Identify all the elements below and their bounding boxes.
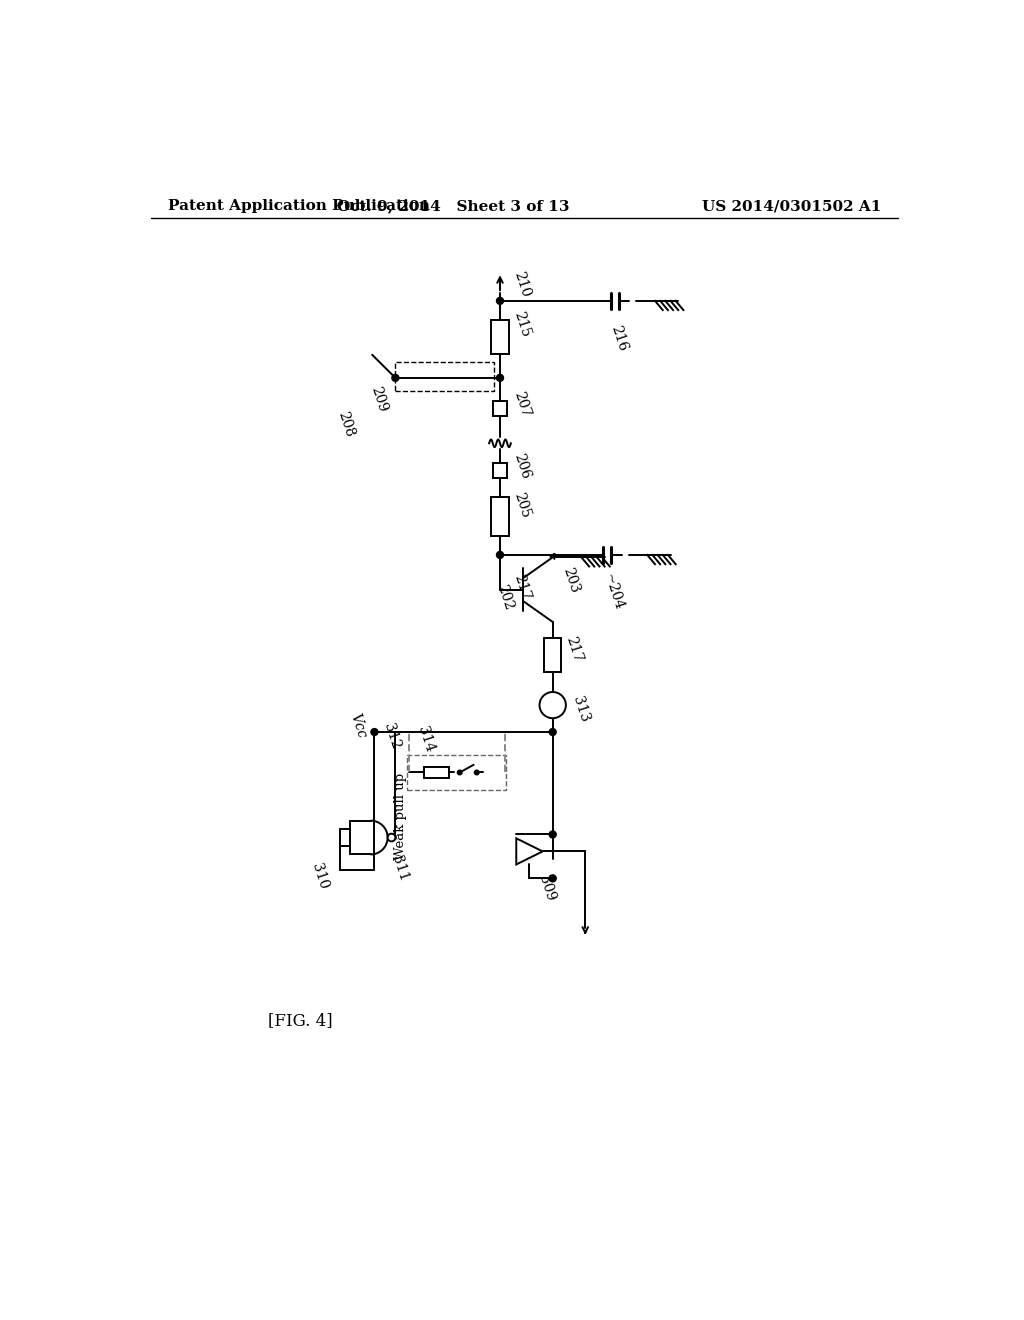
Text: 207: 207 — [511, 391, 532, 420]
Bar — [493, 401, 507, 416]
Text: 205: 205 — [511, 491, 532, 520]
Text: 216: 216 — [608, 323, 630, 352]
Text: Oct. 9, 2014   Sheet 3 of 13: Oct. 9, 2014 Sheet 3 of 13 — [337, 199, 569, 213]
Bar — [492, 498, 509, 536]
Circle shape — [497, 375, 504, 381]
Text: 210: 210 — [511, 269, 532, 298]
Circle shape — [392, 375, 399, 381]
Circle shape — [497, 297, 504, 305]
Text: 310: 310 — [309, 862, 331, 891]
Circle shape — [540, 692, 566, 718]
Text: ~204: ~204 — [601, 572, 626, 612]
Bar — [492, 319, 509, 354]
Text: 215: 215 — [511, 310, 532, 339]
Text: Weak pull up: Weak pull up — [394, 772, 407, 859]
Text: 312: 312 — [381, 722, 402, 751]
Text: 311: 311 — [389, 854, 411, 883]
Text: 202: 202 — [494, 582, 515, 612]
Text: 314: 314 — [415, 725, 436, 755]
Circle shape — [458, 770, 462, 775]
Text: 208: 208 — [335, 409, 356, 438]
Circle shape — [549, 832, 556, 838]
Text: 313: 313 — [569, 694, 591, 723]
Circle shape — [371, 729, 378, 735]
Bar — [424, 767, 449, 777]
Circle shape — [549, 875, 556, 882]
Circle shape — [388, 834, 395, 841]
Text: Patent Application Publication: Patent Application Publication — [168, 199, 430, 213]
Text: 217: 217 — [563, 634, 585, 664]
Bar — [407, 755, 506, 789]
Circle shape — [497, 552, 504, 558]
Polygon shape — [516, 838, 543, 865]
Text: 203: 203 — [560, 566, 582, 595]
Text: Vcc: Vcc — [347, 711, 369, 741]
Bar — [544, 638, 561, 672]
Circle shape — [549, 729, 556, 735]
Text: [FIG. 4]: [FIG. 4] — [267, 1012, 332, 1030]
Circle shape — [474, 770, 479, 775]
Text: 309: 309 — [536, 874, 557, 903]
Text: 206: 206 — [511, 451, 532, 480]
Text: 209: 209 — [368, 384, 389, 414]
Bar — [395, 363, 494, 391]
Text: 217: 217 — [511, 573, 532, 602]
Bar — [493, 462, 507, 478]
Text: US 2014/0301502 A1: US 2014/0301502 A1 — [701, 199, 882, 213]
